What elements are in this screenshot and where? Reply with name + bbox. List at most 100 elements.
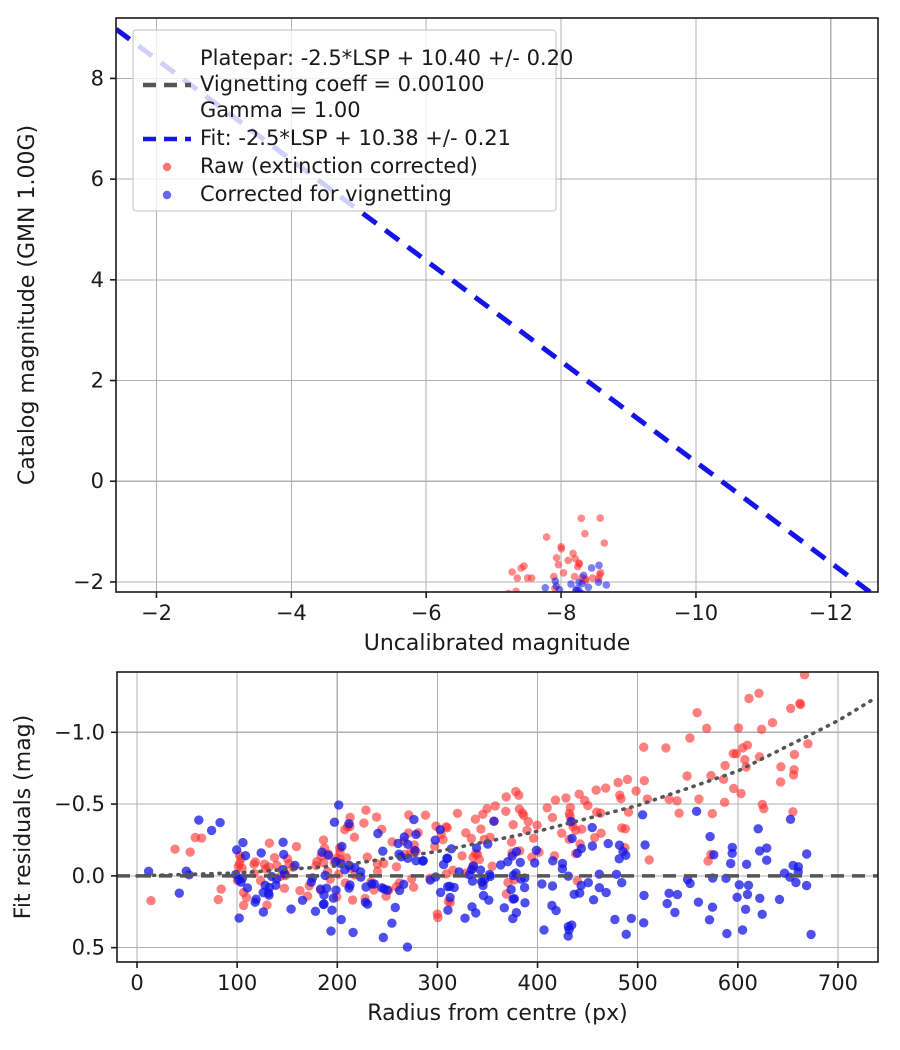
x-tick-label: −2	[141, 601, 172, 625]
scatter-point	[487, 602, 495, 610]
scatter-point	[380, 728, 388, 736]
scatter-point	[487, 861, 497, 871]
scatter-point	[273, 794, 281, 802]
scatter-point	[802, 849, 812, 859]
scatter-point	[531, 845, 542, 855]
scatter-point	[803, 739, 813, 749]
scatter-point	[348, 768, 356, 776]
scatter-point	[279, 800, 287, 808]
scatter-point	[285, 815, 293, 823]
scatter-point	[742, 889, 753, 900]
scatter-point	[250, 808, 258, 816]
scatter-point	[345, 756, 353, 764]
scatter-point	[674, 808, 684, 818]
scatter-point	[408, 717, 416, 725]
scatter-point	[278, 804, 286, 812]
scatter-point	[252, 819, 260, 827]
scatter-point	[361, 724, 369, 732]
scatter-point	[239, 824, 247, 832]
scatter-point	[785, 814, 796, 824]
scatter-point	[249, 826, 257, 834]
scatter-point	[415, 691, 423, 699]
scatter-point	[388, 723, 396, 731]
scatter-point	[340, 753, 348, 761]
scatter-point	[268, 807, 276, 815]
scatter-point	[594, 578, 603, 586]
scatter-point	[248, 822, 256, 830]
scatter-point	[254, 816, 262, 824]
y-tick-label: 8	[91, 66, 104, 90]
scatter-point	[385, 711, 393, 719]
scatter-point	[297, 895, 308, 905]
scatter-point	[443, 905, 453, 915]
scatter-point	[409, 704, 417, 712]
scatter-point	[346, 766, 354, 774]
scatter-point	[358, 738, 366, 746]
scatter-point	[284, 802, 292, 810]
scatter-point	[251, 816, 259, 824]
scatter-point	[261, 809, 269, 817]
scatter-point	[508, 820, 518, 830]
scatter-point	[258, 812, 266, 820]
scatter-point	[286, 802, 294, 810]
scatter-point	[517, 808, 528, 818]
scatter-point	[300, 771, 308, 779]
x-tick-label: 0	[130, 971, 143, 995]
scatter-point	[626, 913, 636, 924]
scatter-point	[420, 704, 428, 712]
scatter-point	[254, 810, 262, 818]
scatter-point	[340, 758, 348, 766]
x-tick-label: −10	[674, 601, 718, 625]
scatter-point	[371, 737, 379, 745]
scatter-point	[170, 844, 180, 854]
scatter-point	[555, 586, 564, 592]
scatter-point	[398, 720, 406, 728]
legend-entry-corrected[interactable]: Corrected for vignetting	[162, 182, 452, 206]
scatter-point	[368, 739, 376, 747]
scatter-point	[240, 828, 248, 836]
scatter-point	[241, 892, 252, 903]
scatter-point	[504, 682, 512, 690]
legend-entry-raw[interactable]: Raw (extinction corrected)	[162, 154, 478, 178]
scatter-point	[405, 720, 413, 728]
scatter-point	[501, 792, 511, 802]
scatter-point	[274, 819, 282, 827]
scatter-point	[232, 845, 242, 855]
x-tick-label: 600	[718, 971, 758, 995]
scatter-point	[447, 662, 455, 670]
scatter-point	[389, 689, 397, 697]
scatter-point	[273, 809, 281, 817]
scatter-point	[420, 696, 428, 704]
scatter-point	[305, 769, 313, 777]
legend-entry-fit[interactable]: Fit: -2.5*LSP + 10.38 +/- 0.21	[143, 126, 511, 150]
scatter-point	[323, 850, 334, 860]
scatter-point	[279, 814, 287, 822]
y-tick-label: 0.0	[72, 864, 105, 888]
scatter-point	[286, 904, 296, 914]
scatter-point	[272, 809, 280, 817]
scatter-point	[415, 690, 423, 698]
scatter-point	[329, 760, 337, 768]
scatter-point	[359, 743, 367, 751]
legend-entry-platepar[interactable]: Platepar: -2.5*LSP + 10.40 +/- 0.20Vigne…	[143, 46, 573, 122]
scatter-point	[253, 833, 261, 841]
scatter-point	[386, 709, 394, 717]
scatter-point	[554, 560, 563, 569]
scatter-point	[355, 752, 363, 760]
scatter-point	[319, 770, 327, 778]
scatter-point	[308, 780, 316, 788]
scatter-point	[411, 856, 421, 866]
scatter-point	[744, 693, 754, 704]
scatter-point	[371, 755, 379, 763]
scatter-point	[391, 712, 399, 720]
scatter-point	[270, 826, 278, 834]
scatter-point	[270, 795, 278, 803]
scatter-point	[733, 723, 744, 733]
x-tick-label: 400	[518, 971, 558, 995]
scatter-point	[270, 822, 278, 830]
y-axis-title: Catalog magnitude (GMN 1.00G)	[15, 125, 40, 485]
scatter-point	[616, 794, 626, 804]
scatter-point	[315, 782, 323, 790]
scatter-point	[262, 808, 270, 816]
